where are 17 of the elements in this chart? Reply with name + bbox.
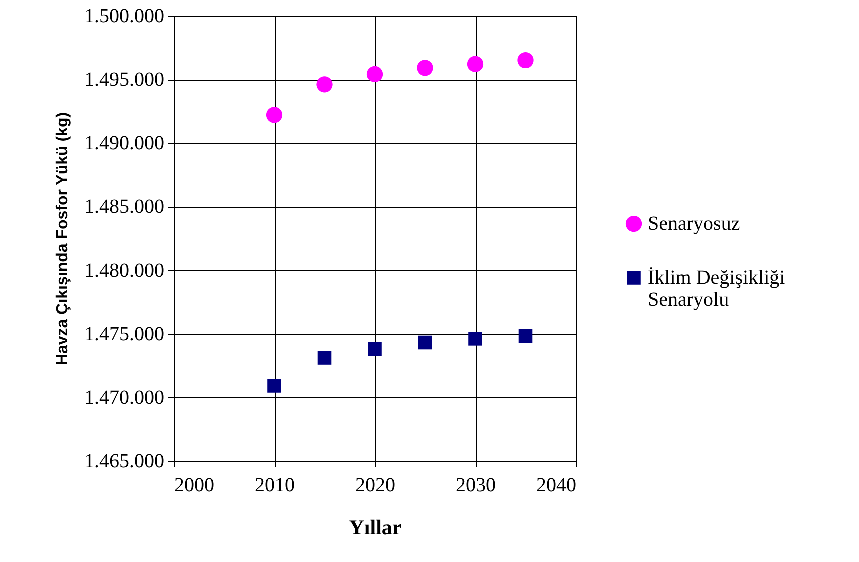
legend-label: İklim Değişikliği Senaryolu <box>648 267 786 311</box>
x-tick-label: 2040 <box>536 474 576 496</box>
y-axis-title: Havza Çıkışında Fosfor Yükü (kg) <box>54 112 72 366</box>
x-tick-label: 2000 <box>174 474 214 496</box>
legend-label: Senaryosuz <box>648 213 740 235</box>
x-axis-title: Yıllar <box>349 516 402 540</box>
y-tick-label: 1.490.000 <box>84 132 164 155</box>
x-tick-label: 2010 <box>255 474 295 496</box>
y-tick-label: 1.500.000 <box>84 6 164 28</box>
y-tick-label: 1.465.000 <box>84 450 164 472</box>
y-tick-label: 1.485.000 <box>84 196 164 218</box>
y-tick-label: 1.495.000 <box>84 69 164 92</box>
x-tick-label: 2020 <box>356 474 396 496</box>
x-tick-label: 2030 <box>456 474 496 496</box>
y-tick-label: 1.480.000 <box>84 260 164 282</box>
y-tick-label: 1.470.000 <box>84 386 164 409</box>
y-tick-label: 1.475.000 <box>84 323 164 346</box>
